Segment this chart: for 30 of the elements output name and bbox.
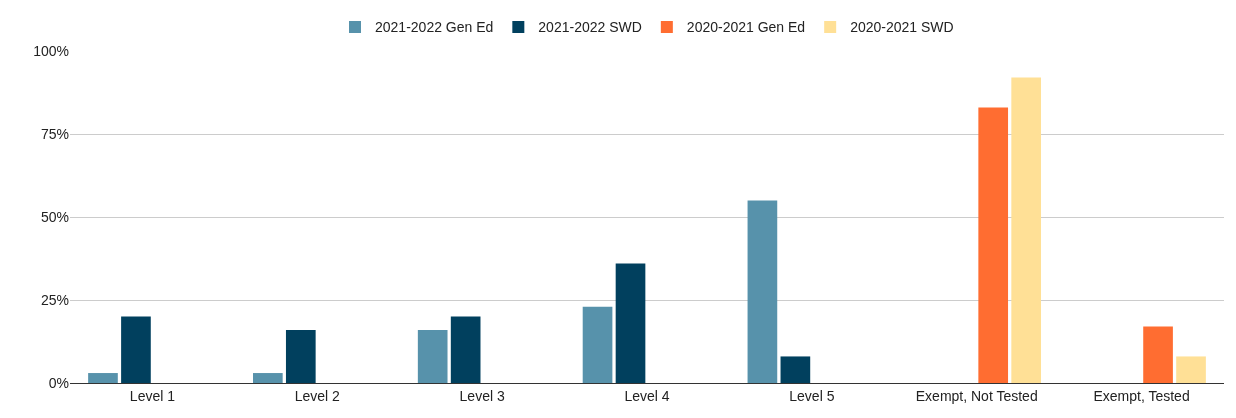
bar — [285, 329, 316, 383]
bar — [780, 356, 811, 383]
x-tick-label: Exempt, Tested — [1093, 387, 1190, 404]
legend-label: 2020-2021 Gen Ed — [686, 19, 806, 36]
bar — [121, 316, 151, 383]
y-tick-label: 75% — [40, 125, 69, 142]
x-tick-label: Level 5 — [789, 387, 835, 404]
bar — [1176, 356, 1206, 383]
y-tick-label: 0% — [48, 374, 69, 391]
bar — [615, 263, 646, 383]
bar — [747, 200, 778, 383]
bar — [252, 373, 283, 383]
y-tick-label: 50% — [40, 208, 69, 225]
y-tick-label: 25% — [40, 291, 69, 308]
bar — [1143, 326, 1173, 383]
x-tick-label: Level 4 — [624, 387, 670, 404]
legend-label: 2021-2022 SWD — [538, 19, 642, 36]
x-tick-label: Level 3 — [459, 387, 505, 404]
y-tick-label: 100% — [33, 42, 69, 59]
bar — [582, 306, 613, 383]
bar — [88, 373, 118, 383]
bar — [978, 107, 1009, 383]
x-tick-label: Level 2 — [294, 387, 341, 404]
x-tick-label: Level 1 — [129, 387, 176, 404]
bar — [417, 329, 448, 383]
bar — [1011, 77, 1042, 383]
legend-label: 2020-2021 SWD — [850, 19, 954, 36]
x-tick-label: Exempt, Not Tested — [915, 387, 1038, 404]
bar — [450, 316, 481, 383]
legend-label: 2021-2022 Gen Ed — [375, 19, 494, 36]
